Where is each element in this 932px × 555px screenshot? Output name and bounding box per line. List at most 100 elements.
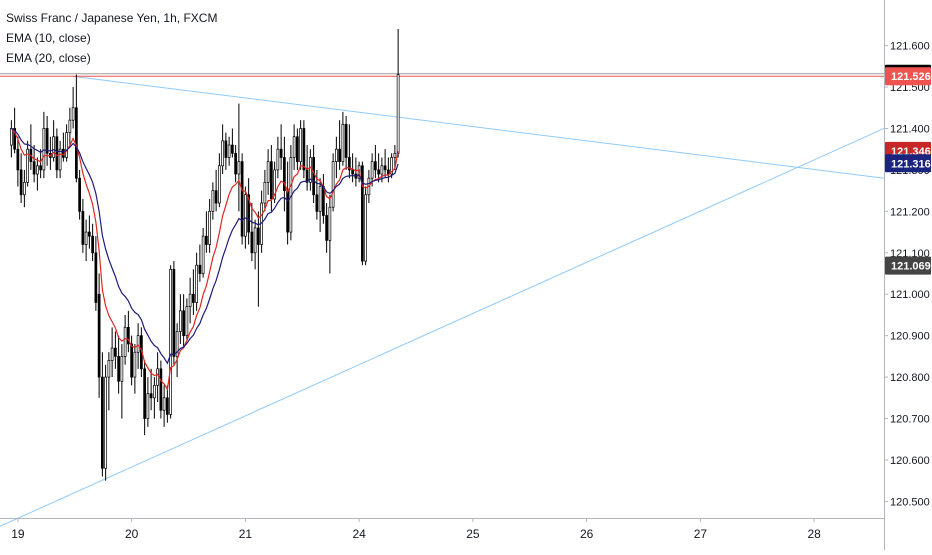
x-tick-label: 25 bbox=[466, 527, 480, 541]
price-badge-label: 121.316 bbox=[891, 158, 931, 170]
legend-ema10[interactable]: EMA (10, close) bbox=[6, 31, 91, 45]
candle-body bbox=[23, 181, 26, 196]
ema-lines bbox=[10, 127, 399, 392]
price-badge-bg bbox=[885, 256, 931, 275]
candle-body bbox=[351, 169, 354, 175]
y-tick-label: 120.800 bbox=[890, 372, 930, 384]
candle-body bbox=[117, 356, 120, 382]
price-badge-bg bbox=[885, 67, 931, 86]
candle-body bbox=[211, 190, 215, 212]
candle-body bbox=[153, 385, 156, 399]
candle-body bbox=[52, 136, 55, 158]
price-badge-bg bbox=[885, 154, 931, 173]
y-tick-label: 120.500 bbox=[890, 496, 930, 508]
candle-body bbox=[192, 293, 195, 303]
x-tick-label: 21 bbox=[239, 527, 253, 541]
y-tick-label: 121.600 bbox=[890, 41, 930, 53]
candle-body bbox=[344, 123, 348, 158]
y-tick-label: 121.200 bbox=[890, 206, 930, 218]
candle-body bbox=[296, 136, 299, 162]
candle-body bbox=[328, 206, 332, 241]
chart-legend: Swiss Franc / Japanese Yen, 1h, FXCM EMA… bbox=[6, 8, 217, 68]
x-tick-label: 27 bbox=[694, 527, 708, 541]
candle-body bbox=[175, 331, 179, 357]
legend-ema20[interactable]: EMA (20, close) bbox=[6, 51, 91, 65]
candle-body bbox=[169, 269, 172, 415]
candle-body bbox=[84, 231, 88, 245]
y-tick-label: 120.600 bbox=[890, 455, 930, 467]
candle-body bbox=[370, 161, 374, 179]
x-tick-label: 28 bbox=[807, 527, 821, 541]
candle-body bbox=[114, 347, 117, 357]
trendline bbox=[72, 75, 885, 179]
candle-body bbox=[88, 231, 91, 237]
candle-body bbox=[104, 376, 107, 469]
candle-body bbox=[325, 215, 328, 241]
candle-body bbox=[36, 165, 39, 175]
candles bbox=[10, 29, 400, 481]
ema20-line bbox=[11, 127, 399, 365]
candle-body bbox=[335, 148, 338, 162]
candle-body bbox=[133, 351, 137, 378]
trendlines bbox=[0, 75, 885, 527]
candle-body bbox=[237, 161, 241, 175]
candle-body bbox=[279, 148, 283, 158]
candle-body bbox=[81, 210, 85, 245]
candle-body bbox=[341, 123, 345, 162]
y-tick-label: 121.400 bbox=[890, 123, 930, 135]
candle-body bbox=[143, 368, 146, 419]
legend-symbol[interactable]: Swiss Franc / Japanese Yen, 1h, FXCM bbox=[6, 11, 218, 25]
candle-body bbox=[348, 157, 351, 171]
candle-body bbox=[107, 360, 111, 378]
candle-body bbox=[127, 327, 130, 345]
candle-body bbox=[361, 165, 364, 262]
candle-body bbox=[224, 140, 228, 158]
candle-body bbox=[292, 136, 296, 158]
candle-body bbox=[221, 140, 224, 167]
candle-body bbox=[286, 190, 289, 233]
candle-body bbox=[45, 128, 49, 154]
candle-body bbox=[19, 169, 23, 196]
candle-body bbox=[42, 128, 46, 171]
candle-body bbox=[110, 347, 114, 361]
candle-body bbox=[318, 186, 322, 212]
candle-body bbox=[71, 107, 75, 121]
candle-body bbox=[97, 293, 101, 378]
candle-body bbox=[374, 161, 377, 171]
candle-body bbox=[309, 157, 312, 183]
candle-body bbox=[396, 74, 400, 154]
price-badge-label: 121.526 bbox=[891, 71, 931, 83]
candle-body bbox=[205, 235, 208, 245]
candle-body bbox=[380, 165, 384, 175]
candle-body bbox=[10, 128, 13, 146]
candle-body bbox=[58, 148, 62, 171]
candle-body bbox=[302, 128, 306, 171]
price-badge-label: 121.069 bbox=[891, 261, 931, 273]
candle-body bbox=[250, 231, 254, 254]
candle-body bbox=[78, 177, 81, 212]
candle-body bbox=[390, 157, 393, 175]
y-tick-label: 120.900 bbox=[890, 331, 930, 343]
candle-body bbox=[149, 393, 153, 399]
candle-body bbox=[273, 169, 276, 200]
price-badge-ema10-line: 121.526 bbox=[885, 67, 931, 86]
candle-body bbox=[65, 132, 68, 158]
candle-body bbox=[214, 190, 218, 204]
candle-body bbox=[136, 335, 140, 353]
candle-body bbox=[331, 161, 335, 208]
candle-body bbox=[91, 235, 94, 254]
trendline bbox=[0, 128, 885, 527]
candle-body bbox=[283, 157, 286, 191]
candle-body bbox=[244, 194, 247, 237]
candle-body bbox=[253, 227, 257, 254]
candle-body bbox=[179, 310, 182, 332]
candle-body bbox=[188, 293, 192, 308]
candle-body bbox=[231, 144, 234, 154]
candle-body bbox=[55, 136, 59, 171]
x-tick-label: 24 bbox=[352, 527, 366, 541]
candle-body bbox=[166, 397, 169, 415]
x-tick-label: 20 bbox=[125, 527, 139, 541]
